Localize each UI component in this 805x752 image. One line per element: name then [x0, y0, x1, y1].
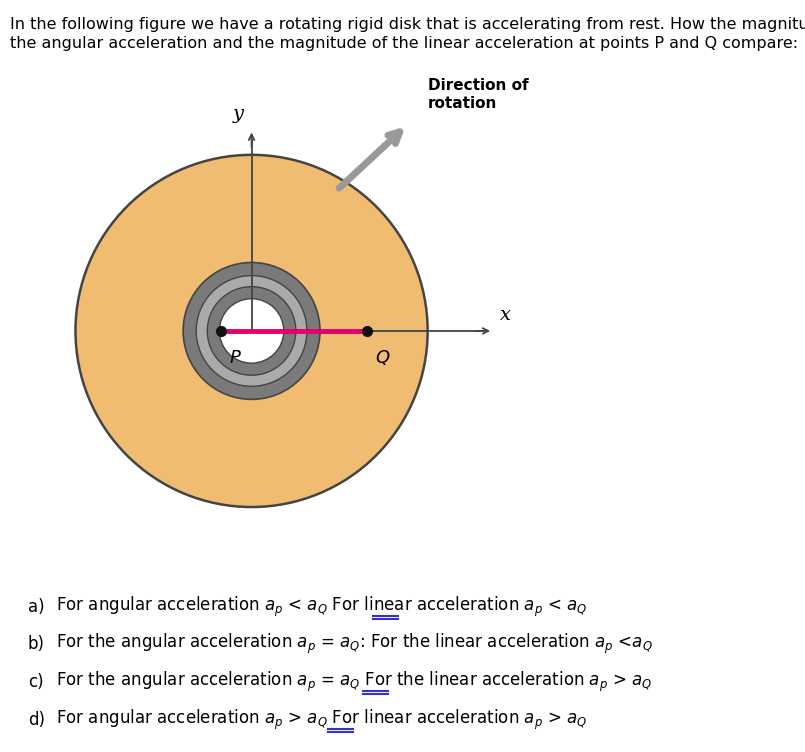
Circle shape — [207, 287, 295, 375]
Text: a): a) — [28, 599, 44, 616]
Text: For angular acceleration $a_p$ > $a_Q$ For linear acceleration $a_p$ > $a_Q$: For angular acceleration $a_p$ > $a_Q$ F… — [56, 708, 587, 732]
Text: In the following figure we have a rotating rigid disk that is accelerating from : In the following figure we have a rotati… — [10, 17, 805, 32]
Circle shape — [196, 275, 307, 387]
Text: For the angular acceleration $a_p$ = $a_Q$: For the linear acceleration $a_p$ <$: For the angular acceleration $a_p$ = $a_… — [56, 632, 652, 656]
Text: d): d) — [28, 711, 45, 729]
Text: For angular acceleration $a_p$ < $a_Q$ For linear acceleration $a_p$ < $a_Q$: For angular acceleration $a_p$ < $a_Q$ F… — [56, 595, 587, 620]
Text: x: x — [500, 306, 511, 324]
Text: b): b) — [28, 635, 45, 653]
Text: the angular acceleration and the magnitude of the linear acceleration at points : the angular acceleration and the magnitu… — [10, 36, 799, 51]
Text: c): c) — [28, 673, 43, 691]
Circle shape — [76, 155, 427, 507]
Circle shape — [183, 262, 320, 399]
Text: Direction of
rotation: Direction of rotation — [427, 78, 528, 111]
Circle shape — [219, 299, 283, 363]
Text: P: P — [229, 349, 241, 367]
Text: Q: Q — [375, 349, 390, 367]
Text: y: y — [233, 105, 244, 123]
Text: For the angular acceleration $a_p$ = $a_Q$ For the linear acceleration $a_p$ > $: For the angular acceleration $a_p$ = $a_… — [56, 670, 652, 694]
